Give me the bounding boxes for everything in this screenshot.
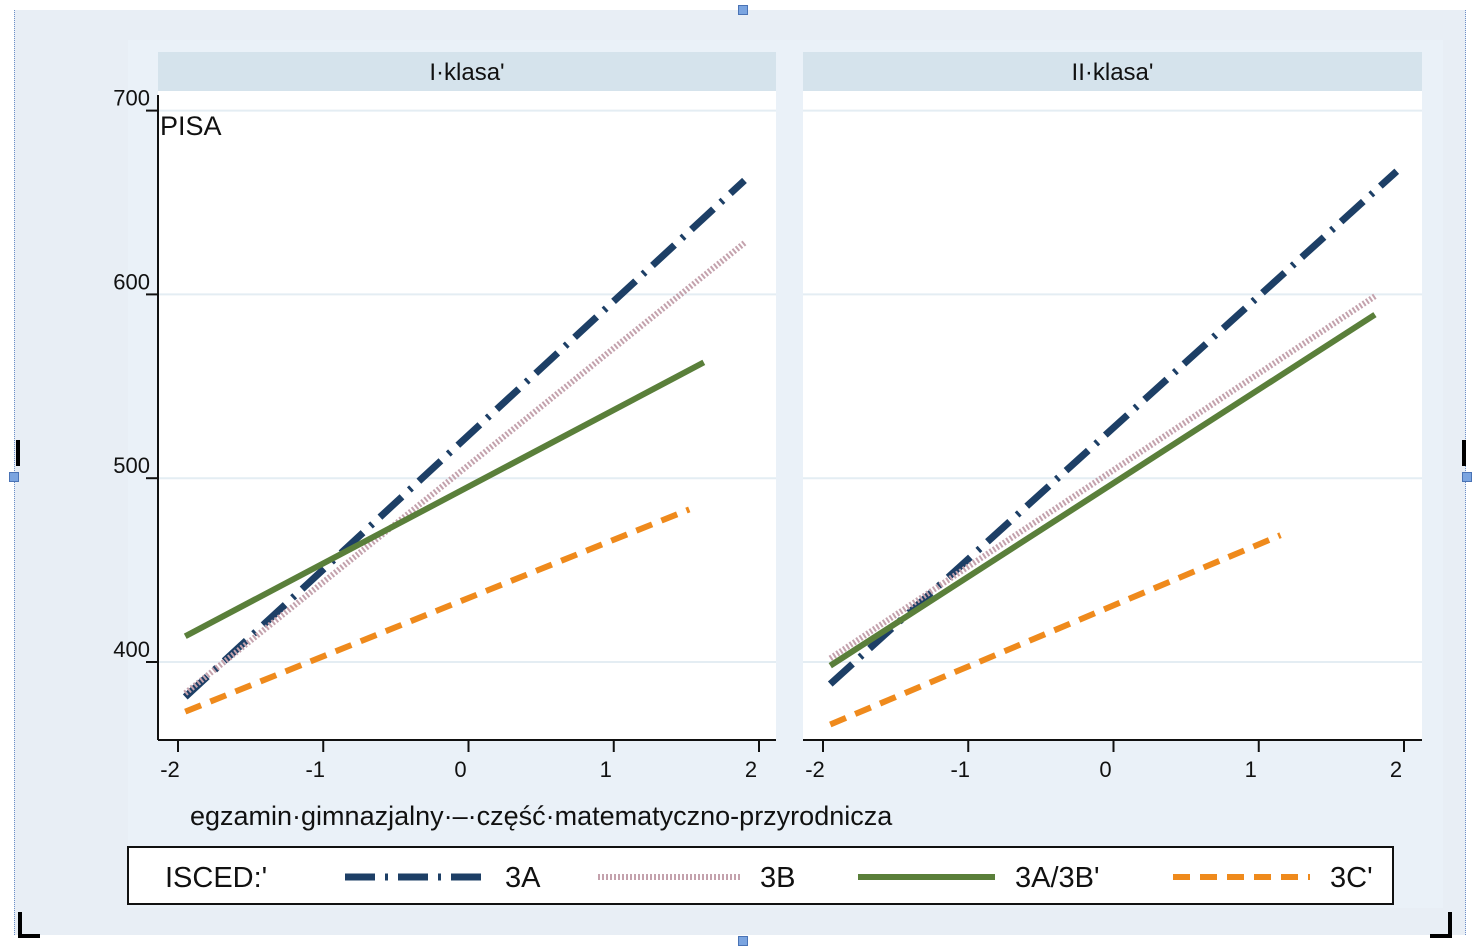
panel-1: I·klasa' -2 -1 0 1 2 [158,52,776,782]
y-tick-label: 700 [113,86,150,111]
x-tick-label: 0 [454,757,466,782]
crop-mark-icon [1462,440,1466,466]
x-tick-label: 0 [1099,757,1111,782]
x-tick-label: -2 [805,757,825,782]
crop-mark-icon [16,440,20,466]
x-axis-label: egzamin·gimnazjalny·–·część·matematyczno… [190,801,893,831]
series-line-3C [184,506,691,715]
legend-items: 3A 3B 3A/3B' 3C' [345,862,1373,894]
panel-area [803,91,1422,740]
x-tick-label: 1 [600,757,612,782]
crop-mark-icon [18,934,40,938]
crop-mark-icon [1430,934,1452,938]
facet-title: I·klasa' [429,59,504,86]
series-line-3C [829,532,1282,728]
legend-label: 3A [505,862,541,894]
legend-label: 3C' [1330,862,1373,894]
facet-strip [158,52,776,91]
panel-area [158,91,776,740]
crop-mark-icon [18,912,22,938]
facet-title: II·klasa' [1072,59,1154,86]
x-tick-label: 2 [1390,757,1402,782]
y-axis: 400 500 600 700 PISA [113,86,222,740]
panels: I·klasa' -2 -1 0 1 2 II·klasa' -2 -1 0 1 2 400 500 600… [113,52,1422,782]
legend: ISCED:' 3A 3B 3A/3B' 3C' [127,846,1394,905]
crop-mark-icon [1448,912,1452,938]
series-line-3A [182,177,747,700]
x-tick-label: -1 [305,757,325,782]
x-tick-label: -2 [160,757,180,782]
series-line-3B [828,293,1377,661]
x-tick-label: 2 [745,757,757,782]
legend-title: ISCED:' [165,862,267,894]
series-line-3A [827,168,1400,687]
x-tick-label: 1 [1245,757,1257,782]
legend-label: 3A/3B' [1015,862,1100,894]
selection-handle-icon[interactable] [738,5,748,15]
selection-handle-icon[interactable] [9,472,19,482]
y-axis-label: PISA [160,111,222,141]
y-tick-label: 500 [113,453,150,478]
x-tick-label: -1 [950,757,970,782]
series-line-3A3B [183,359,706,639]
y-tick-label: 400 [113,637,150,662]
legend-label: 3B [760,862,795,894]
facet-strip [803,52,1422,91]
series-line-3A3B [828,312,1377,669]
y-tick-label: 600 [113,269,150,294]
panel-2: II·klasa' -2 -1 0 1 2 [803,52,1422,782]
